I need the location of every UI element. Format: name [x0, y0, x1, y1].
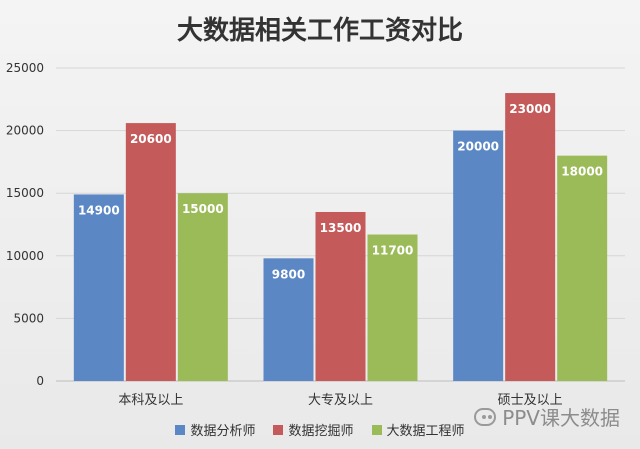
legend-item: 大数据工程师: [371, 420, 465, 439]
legend-swatch: [175, 424, 186, 435]
data-label: 23000: [509, 102, 551, 116]
watermark: PPV课大数据: [474, 402, 620, 431]
y-tick-label: 20000: [6, 124, 44, 138]
bar: [177, 193, 228, 381]
data-label: 14900: [78, 203, 120, 217]
legend: 数据分析师 数据挖掘师 大数据工程师: [0, 420, 640, 439]
y-tick-label: 10000: [6, 249, 44, 263]
y-tick-label: 15000: [6, 186, 44, 200]
x-tick-label: 大专及以上: [308, 393, 373, 408]
data-label: 13500: [320, 221, 362, 235]
data-labels: 14900 9800 20000 20600 13500 23000 15000 11700 1…: [78, 102, 603, 281]
data-label: 18000: [561, 165, 603, 179]
bar: [125, 123, 176, 381]
data-label: 9800: [272, 267, 305, 281]
chart-title: 大数据相关工作工资对比: [176, 16, 463, 46]
bar: [557, 155, 608, 381]
bar: [315, 211, 366, 381]
watermark-text: PPV课大数据: [502, 406, 620, 430]
legend-swatch: [273, 424, 284, 435]
bar: [505, 93, 556, 381]
y-tick-label: 5000: [13, 311, 44, 325]
data-label: 11700: [372, 244, 414, 258]
legend-label: 数据挖掘师: [288, 424, 354, 439]
bars: [73, 93, 608, 381]
data-label: 20600: [130, 132, 172, 146]
bar: [453, 130, 504, 381]
data-label: 20000: [457, 140, 499, 154]
legend-item: 数据分析师: [175, 420, 255, 439]
x-tick-label: 本科及以上: [118, 393, 183, 408]
bar: [367, 234, 418, 381]
x-tick-label: 硕士及以上: [498, 393, 563, 408]
bar: [263, 258, 314, 381]
data-label: 15000: [182, 202, 224, 216]
bar: [73, 194, 124, 381]
y-tick-label: 25000: [6, 61, 44, 75]
legend-label: 大数据工程师: [386, 424, 465, 439]
y-tick-label: 0: [36, 374, 44, 388]
legend-label: 数据分析师: [190, 424, 256, 439]
legend-swatch: [371, 424, 382, 435]
wechat-icon: [474, 407, 497, 426]
legend-item: 数据挖掘师: [273, 420, 354, 439]
